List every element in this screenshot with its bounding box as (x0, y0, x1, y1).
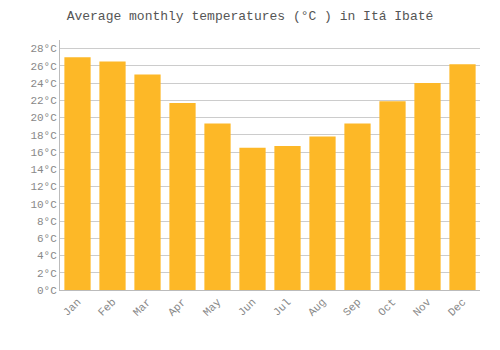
svg-text:22°C: 22°C (30, 95, 57, 107)
svg-text:Average monthly temperatures (: Average monthly temperatures (°C ) in It… (67, 9, 434, 24)
svg-text:Jul: Jul (271, 296, 293, 318)
svg-text:28°C: 28°C (30, 43, 57, 55)
svg-text:10°C: 10°C (30, 199, 57, 211)
svg-text:2°C: 2°C (37, 268, 57, 280)
svg-text:0°C: 0°C (37, 285, 57, 297)
svg-text:Oct: Oct (376, 296, 398, 318)
svg-text:May: May (201, 296, 224, 319)
svg-text:Nov: Nov (411, 296, 434, 319)
svg-text:24°C: 24°C (30, 78, 57, 90)
svg-text:Jan: Jan (61, 296, 83, 318)
svg-text:14°C: 14°C (30, 164, 57, 176)
svg-text:Sep: Sep (341, 296, 363, 318)
svg-text:6°C: 6°C (37, 233, 57, 245)
svg-text:4°C: 4°C (37, 250, 57, 262)
svg-text:12°C: 12°C (30, 181, 57, 193)
svg-text:Jun: Jun (236, 296, 258, 318)
svg-text:Aug: Aug (306, 296, 328, 318)
svg-text:8°C: 8°C (37, 216, 57, 228)
svg-text:20°C: 20°C (30, 112, 57, 124)
svg-text:16°C: 16°C (30, 147, 57, 159)
svg-text:Feb: Feb (96, 296, 118, 318)
svg-text:Apr: Apr (166, 296, 188, 318)
svg-text:26°C: 26°C (30, 61, 57, 73)
svg-text:18°C: 18°C (30, 130, 57, 142)
svg-text:Dec: Dec (446, 296, 468, 318)
svg-text:Mar: Mar (131, 296, 153, 318)
